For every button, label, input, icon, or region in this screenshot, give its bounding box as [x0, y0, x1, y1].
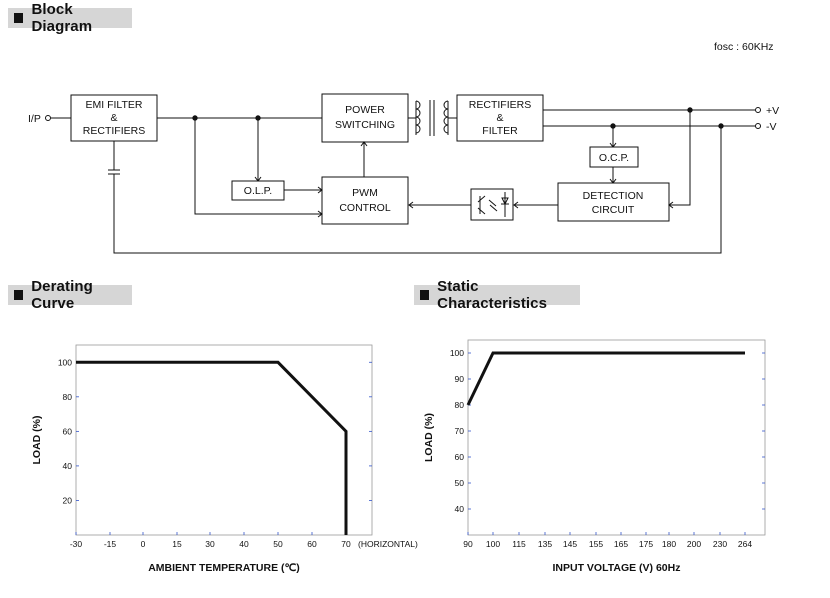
derating-y-tick-label: 80 [63, 392, 73, 402]
block-diagram-title: Block Diagram [31, 1, 93, 35]
derating-x-tick-label: 50 [273, 539, 283, 549]
derating-x-tick-label: 70 [341, 539, 351, 549]
static-x-tick-label: 135 [538, 539, 552, 549]
power-switching-line1: POWER [345, 104, 385, 116]
emi-filter-block [70, 94, 158, 142]
static-characteristics-header: Static Characteristics [414, 278, 580, 312]
static-plot-frame [467, 339, 766, 536]
static-y-tick-label: 50 [455, 478, 465, 488]
static-y-tick-label: 80 [455, 400, 465, 410]
detection-circuit-line1: DETECTION [583, 190, 644, 202]
transformer-icon [408, 100, 457, 136]
static-x-tick-label: 200 [687, 539, 701, 549]
static-characteristics-title: Static Characteristics [437, 278, 548, 312]
static-x-tick-label: 100 [486, 539, 500, 549]
derating-curve-title: Derating Curve [31, 278, 93, 312]
square-bullet-icon [14, 290, 24, 300]
rectifiers-filter-line1: RECTIFIERS [469, 99, 531, 111]
derating-series-line [76, 360, 348, 535]
static-x-axis-title: INPUT VOLTAGE (V) 60Hz [553, 562, 681, 574]
derating-x-tick-label: 30 [205, 539, 215, 549]
emi-filter-line1: EMI FILTER [86, 99, 143, 111]
derating-plot-frame [75, 344, 373, 536]
fosc-label: fosc : 60KHz [714, 41, 774, 53]
pwm-control-block [321, 176, 409, 225]
output-pos-terminal [755, 107, 761, 113]
static-y-tick-label: 40 [455, 504, 465, 514]
derating-x-tick-label: 15 [172, 539, 182, 549]
static-x-tick-label: 175 [639, 539, 653, 549]
static-x-tick-label: 180 [662, 539, 676, 549]
ocp-label: O.C.P. [599, 152, 629, 164]
square-bullet-icon [420, 290, 430, 300]
detection-circuit-block [557, 182, 670, 222]
output-neg-terminal [755, 123, 761, 129]
derating-x-extra-label: (HORIZONTAL) [358, 539, 418, 549]
derating-curve-header: Derating Curve [8, 278, 132, 312]
olp-label: O.L.P. [244, 185, 272, 197]
derating-y-tick-label: 60 [63, 426, 73, 436]
power-switching-block [321, 93, 409, 143]
static-x-tick-label: 165 [614, 539, 628, 549]
static-x-tick-label: 264 [738, 539, 752, 549]
static-y-tick-label: 90 [455, 374, 465, 384]
derating-x-tick-label: -15 [104, 539, 117, 549]
input-terminal [45, 115, 51, 121]
derating-y-tick-label: 40 [63, 461, 73, 471]
derating-x-tick-label: 0 [141, 539, 146, 549]
derating-x-tick-label: -30 [70, 539, 83, 549]
rectifiers-filter-line3: FILTER [482, 125, 518, 137]
output-pos-label: +V [766, 105, 779, 117]
emi-filter-line2: & [110, 112, 117, 124]
rectifiers-filter-line2: & [496, 112, 503, 124]
square-bullet-icon [14, 13, 24, 23]
static-y-tick-label: 70 [455, 426, 465, 436]
input-label: I/P [28, 113, 41, 125]
static-characteristics-chart: 90 100 115 135 145 155 165 175 180 200 230 264 100 90… [423, 339, 766, 574]
pwm-control-line1: PWM [352, 187, 378, 199]
static-y-tick-label: 100 [450, 348, 464, 358]
static-series-line [466, 351, 745, 406]
output-neg-label: -V [766, 121, 777, 133]
static-x-tick-label: 145 [563, 539, 577, 549]
derating-x-axis-title: AMBIENT TEMPERATURE (℃) [148, 562, 300, 574]
detection-circuit-line2: CIRCUIT [592, 204, 635, 216]
derating-x-tick-label: 40 [239, 539, 249, 549]
static-x-tick-label: 115 [512, 539, 526, 549]
derating-x-tick-label: 60 [307, 539, 317, 549]
emi-filter-line3: RECTIFIERS [83, 125, 145, 137]
pwm-control-line2: CONTROL [339, 202, 390, 214]
derating-y-tick-label: 20 [63, 495, 73, 505]
static-x-tick-label: 155 [589, 539, 603, 549]
static-y-tick-label: 60 [455, 452, 465, 462]
derating-y-axis-title: LOAD (%) [31, 416, 43, 465]
derating-y-tick-label: 100 [58, 357, 72, 367]
block-diagram-header: Block Diagram [8, 1, 132, 35]
static-x-tick-label: 230 [713, 539, 727, 549]
rectifiers-filter-block [456, 94, 544, 142]
power-switching-line2: SWITCHING [335, 119, 395, 131]
static-x-tick-label: 90 [463, 539, 473, 549]
derating-curve-chart: -30 -15 0 15 30 40 50 60 70 (HORIZONTAL) 100 80 60 40… [31, 344, 418, 574]
ocp-block [589, 146, 639, 168]
block-diagram: fosc : 60KHz I/P EMI FILTER & RECTIFIERS… [28, 41, 779, 254]
optocoupler-icon [470, 188, 514, 221]
static-y-axis-title: LOAD (%) [423, 413, 435, 462]
